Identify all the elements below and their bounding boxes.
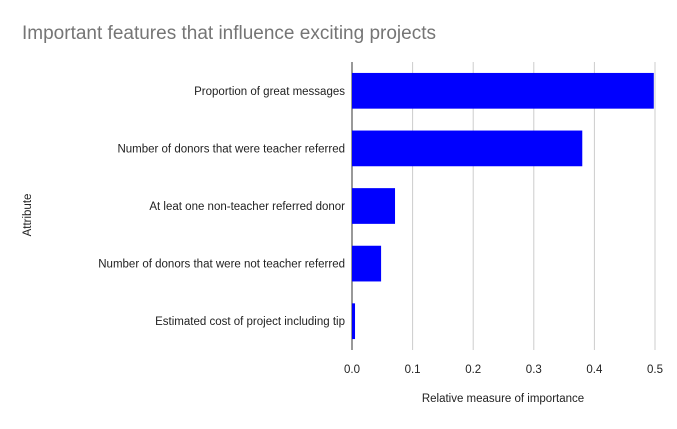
x-tick-label: 0.4: [586, 364, 603, 376]
chart-title: Important features that influence exciti…: [22, 23, 436, 44]
x-tick-label: 0.0: [344, 364, 360, 376]
category-label: At leat one non-teacher referred donor: [149, 201, 345, 213]
x-tick-label: 0.5: [647, 364, 663, 376]
bar: [352, 245, 382, 282]
bar: [352, 72, 654, 109]
category-label: Number of donors that were teacher refer…: [117, 143, 345, 155]
category-label: Number of donors that were not teacher r…: [98, 259, 345, 271]
x-tick-label: 0.1: [405, 364, 421, 376]
category-label: Proportion of great messages: [194, 86, 345, 98]
x-tick-label: 0.3: [526, 364, 542, 376]
category-label: Estimated cost of project including tip: [155, 316, 345, 328]
category-labels: Proportion of great messages Number of do…: [98, 86, 345, 328]
bar: [352, 130, 583, 167]
x-axis-title: Relative measure of importance: [422, 393, 584, 405]
bar: [352, 303, 356, 340]
y-axis-title: Attribute: [22, 194, 34, 237]
bar: [352, 188, 396, 224]
x-tick-labels: 0.0 0.1 0.2 0.3 0.4 0.5: [344, 364, 663, 376]
x-tick-label: 0.2: [465, 364, 481, 376]
bars: [352, 72, 654, 340]
gridlines: [351, 62, 656, 350]
